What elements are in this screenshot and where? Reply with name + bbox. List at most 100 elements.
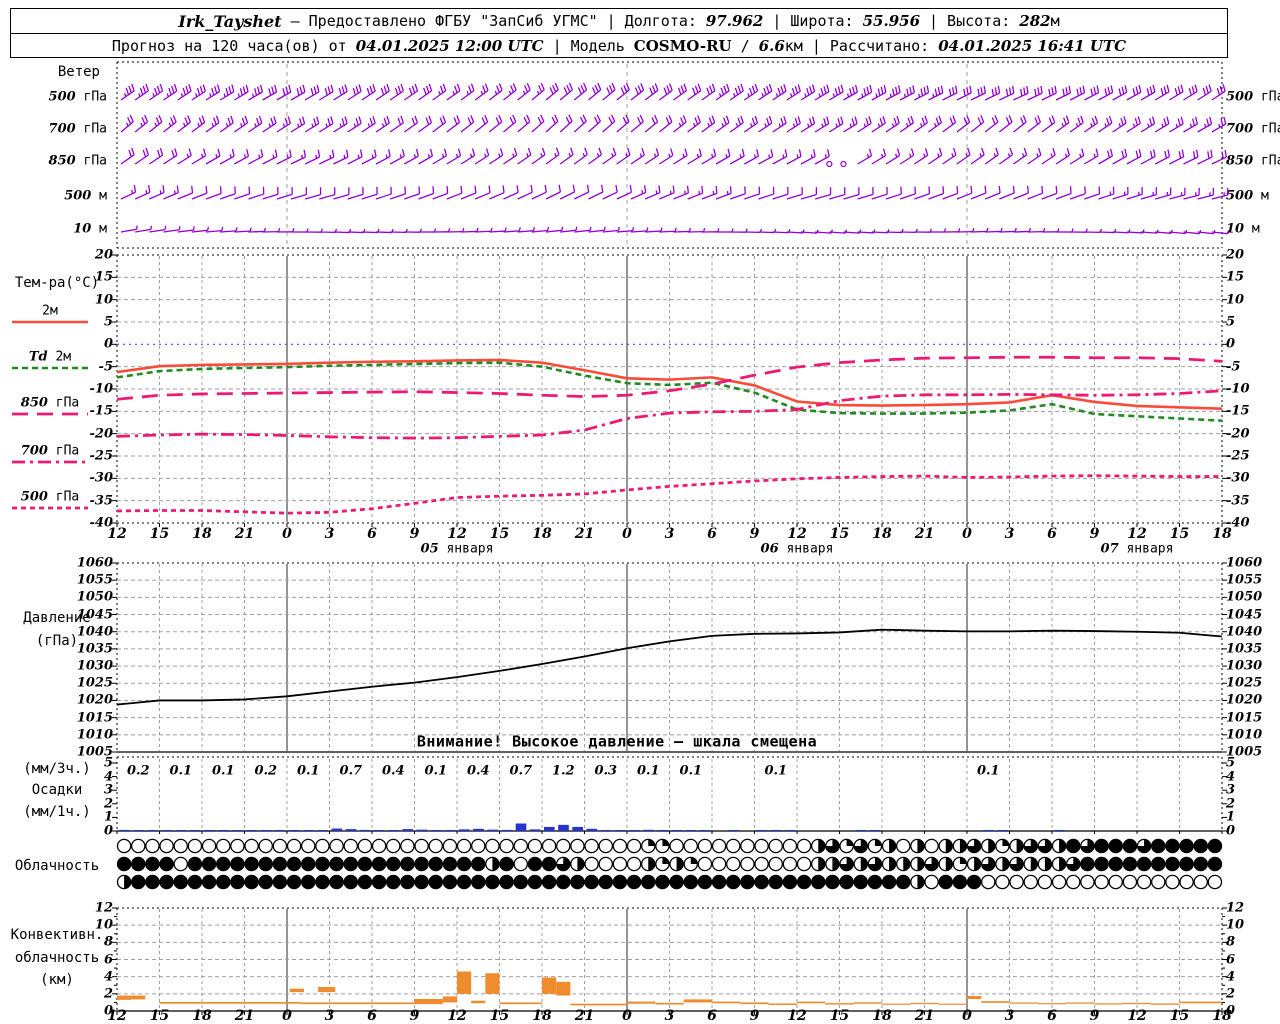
wind-barb-staff xyxy=(701,121,716,133)
wind-barb-feather xyxy=(934,88,938,96)
wind-barb-staff xyxy=(262,156,278,165)
wind-barb-feather xyxy=(141,117,146,125)
cloud-cover-symbol xyxy=(286,874,302,890)
cloud-cover-symbol xyxy=(768,874,784,890)
wind-barb-staff xyxy=(559,154,574,165)
cloud-cover-symbol xyxy=(130,874,146,890)
wind-barb-feather xyxy=(570,147,574,155)
cloud-cover-symbol xyxy=(541,838,557,854)
precip-bar xyxy=(232,830,243,831)
wind-barb-feather xyxy=(1104,88,1108,96)
wind-barb-half-feather xyxy=(1000,227,1003,232)
wind-barb-staff xyxy=(1027,92,1043,101)
wind-barb-staff xyxy=(1013,92,1029,101)
wind-barb-feather xyxy=(1079,87,1083,95)
wind-barb-feather xyxy=(1005,117,1010,125)
wind-barb-staff xyxy=(956,92,972,101)
wind-barb-feather xyxy=(970,185,973,194)
wind-barb-feather xyxy=(524,85,529,93)
wind-barb-staff xyxy=(645,230,662,233)
wind-barb-feather xyxy=(834,88,838,96)
wind-barb-feather xyxy=(912,85,915,93)
wind-barb-staff xyxy=(729,90,744,101)
wind-barb-staff xyxy=(942,192,958,200)
wind-barb-feather xyxy=(211,87,215,96)
wind-barb-staff xyxy=(488,154,504,165)
cloud-cover-symbol xyxy=(230,838,245,854)
wind-barb-staff xyxy=(743,122,758,133)
wind-barb-feather xyxy=(783,116,787,124)
cloud-cover-symbol xyxy=(300,874,316,890)
wind-barb-staff xyxy=(319,193,335,200)
wind-barb-half-feather xyxy=(881,153,884,158)
wind-barb-staff xyxy=(956,121,970,133)
cloud-cover-symbol xyxy=(938,874,954,890)
cloud-cover-symbol xyxy=(584,838,599,854)
wind-barb-staff xyxy=(148,121,163,133)
precip-bar xyxy=(586,828,598,831)
wind-barb-feather xyxy=(203,148,207,156)
wind-barb-feather xyxy=(1194,116,1198,125)
pressure-curve xyxy=(116,628,1223,706)
wind-barb-half-feather xyxy=(611,153,614,157)
wind-barb-half-feather xyxy=(1093,153,1096,158)
cloud-cover-symbol xyxy=(740,874,755,890)
wind-barb-staff xyxy=(276,122,291,133)
wind-barb-feather xyxy=(217,148,221,157)
wind-barb-half-feather xyxy=(145,190,148,194)
wind-barb-feather xyxy=(228,86,232,94)
wind-barb-feather xyxy=(439,85,444,93)
wind-barb-feather xyxy=(470,83,475,91)
cloud-cover-symbol xyxy=(1136,874,1152,890)
cloud-cover-symbol xyxy=(527,856,543,872)
wind-barb-feather xyxy=(597,82,602,90)
cloud-cover-symbol xyxy=(470,856,486,872)
cloud-cover-fill xyxy=(889,857,896,871)
convective-cloud-bar xyxy=(542,977,557,994)
wind-barb-feather xyxy=(1037,87,1040,95)
wind-barb-feather xyxy=(1166,116,1170,124)
wind-barb-feather xyxy=(552,84,557,93)
wind-barb-staff xyxy=(460,121,475,133)
cloud-cover-symbol xyxy=(726,856,741,872)
wind-barb-half-feather xyxy=(821,123,824,128)
cloud-cover-symbol xyxy=(215,856,231,872)
wind-barb-staff xyxy=(1041,92,1057,101)
wind-barb-staff xyxy=(134,121,148,133)
cloud-cover-symbol xyxy=(414,856,429,872)
wind-barb-staff xyxy=(815,231,832,234)
wind-barb-feather xyxy=(637,116,642,125)
wind-barb-feather xyxy=(980,87,983,95)
wind-barb-feather xyxy=(984,185,987,194)
wind-barb-staff xyxy=(913,154,929,165)
cloud-cover-symbol xyxy=(1136,856,1152,872)
wind-barb-feather xyxy=(1205,86,1209,94)
wind-barb-feather xyxy=(1164,150,1167,159)
cloud-cover-symbol xyxy=(499,874,514,890)
wind-barb-staff xyxy=(758,231,775,234)
wind-barb-staff xyxy=(234,91,249,101)
wind-barb-staff xyxy=(1211,231,1228,235)
wind-barb-staff xyxy=(318,122,334,133)
wind-barb-feather xyxy=(133,184,137,193)
wind-barb-feather xyxy=(274,84,278,93)
wind-barb-feather xyxy=(1063,117,1067,125)
wind-barb-feather xyxy=(1134,118,1139,126)
wind-barb-feather xyxy=(313,118,317,126)
wind-barb-feather xyxy=(432,186,435,194)
wind-barb-staff xyxy=(970,230,988,233)
wind-barb-staff xyxy=(290,91,306,101)
wind-barb-half-feather xyxy=(807,123,810,128)
wind-barb-staff xyxy=(134,90,149,101)
convective-cloud-bar xyxy=(1037,1003,1067,1005)
wind-barb-staff xyxy=(219,155,235,165)
wind-barb-staff xyxy=(687,155,702,165)
wind-barb-feather xyxy=(512,114,517,122)
wind-barb-staff xyxy=(630,89,645,101)
wind-barb-staff xyxy=(375,90,390,101)
cloud-cover-fill xyxy=(917,839,925,853)
cloud-cover-fill xyxy=(818,857,825,871)
wind-barb-staff xyxy=(899,193,916,200)
calc-label: Рассчитано: xyxy=(829,37,930,55)
convective-cloud-bar xyxy=(301,1002,443,1005)
